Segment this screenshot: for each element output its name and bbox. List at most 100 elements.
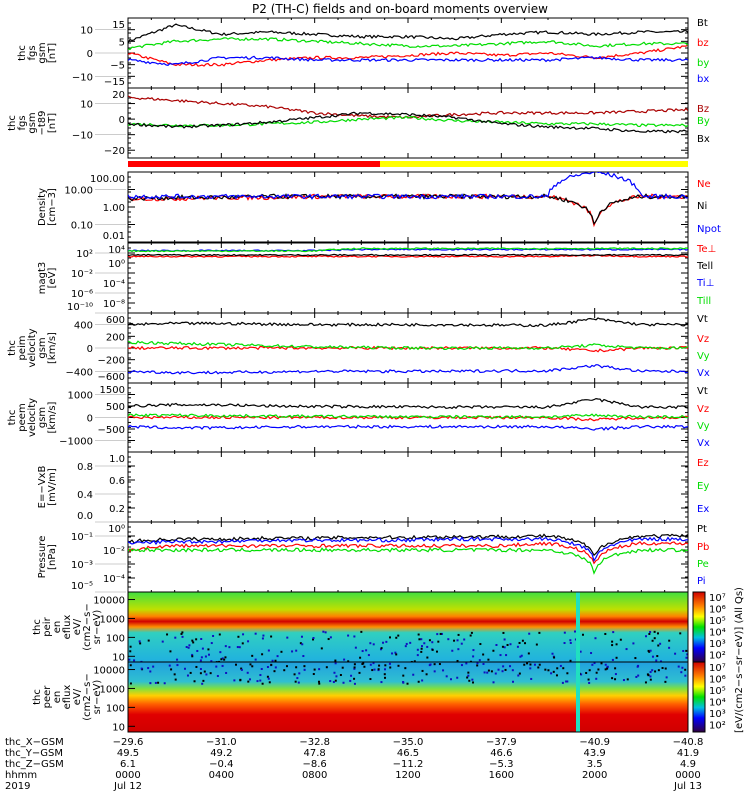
- spectrogram-noise: [482, 662, 485, 665]
- spectrogram-noise: [249, 663, 252, 666]
- legend-pressure-Pt: Pt: [697, 524, 707, 535]
- spectrogram-noise: [611, 677, 614, 680]
- spectrogram-noise: [360, 630, 363, 633]
- spectrogram-noise: [440, 632, 443, 635]
- spectrogram-noise: [428, 639, 431, 642]
- spectrogram-noise: [544, 668, 547, 671]
- colorbar-label: 10⁶: [709, 675, 726, 686]
- spectrogram-noise: [579, 650, 582, 653]
- spectrogram-noise: [379, 648, 382, 651]
- spectrogram-noise: [614, 678, 617, 681]
- spectrogram-noise: [492, 681, 495, 684]
- spectrogram-noise: [651, 669, 654, 672]
- spectrogram-noise: [594, 637, 597, 640]
- legend-efield-Ey: Ey: [697, 481, 709, 492]
- spectrogram-noise: [176, 658, 179, 661]
- spectrogram-noise: [653, 637, 656, 640]
- x-tick-label: −31.0: [206, 737, 237, 748]
- spectrogram-noise: [436, 633, 439, 636]
- spectrogram-noise: [212, 634, 215, 637]
- y-tick-label: 10000: [93, 666, 125, 677]
- spectrogram-noise: [369, 678, 372, 681]
- spectrogram-noise: [418, 638, 421, 641]
- peim_velocity-ylabel-line: gsm: [37, 337, 48, 358]
- spectrogram-noise: [353, 667, 356, 670]
- legend-fgs_gsm-bz: bz: [697, 38, 709, 49]
- x-tick-label: −32.8: [299, 737, 330, 748]
- density-ylabel-line: Density: [37, 188, 48, 226]
- spectrogram-noise: [423, 642, 426, 645]
- spectrogram-noise: [562, 667, 565, 670]
- y-tick-label: −5: [110, 61, 125, 72]
- magt3-frame: [127, 242, 689, 314]
- spectrogram-noise: [349, 679, 352, 682]
- spectrogram-noise: [523, 663, 526, 666]
- x-tick-label: −5.3: [489, 759, 513, 770]
- spectrogram-noise: [347, 634, 350, 637]
- spectrogram-noise: [247, 680, 250, 683]
- spectrogram-noise: [679, 632, 682, 635]
- spectrogram-noise: [447, 638, 450, 641]
- spectrogram-noise: [157, 681, 160, 684]
- spectrogram-noise: [359, 656, 362, 659]
- peem_velocity-ylabel-line: thc: [7, 410, 18, 426]
- spectrogram-noise: [233, 679, 236, 682]
- peir-ylabel-line: peir: [42, 616, 53, 636]
- x-tick-label: 49.2: [210, 748, 232, 759]
- spectrogram-noise: [573, 630, 576, 633]
- fgs_gsm_t89-ylabel-line: [nT]: [47, 113, 58, 133]
- spectrogram-noise: [504, 668, 507, 671]
- spectrogram-noise: [312, 638, 315, 641]
- y-tick-label: 10⁻²: [71, 269, 93, 280]
- y-tick-label: 10: [80, 26, 93, 37]
- spectrogram-noise: [645, 635, 648, 638]
- spectrogram-noise: [559, 664, 562, 667]
- spectrogram-noise: [565, 680, 568, 683]
- spectrogram-noise: [261, 637, 264, 640]
- spectrogram-event: [576, 592, 580, 662]
- y-tick-label: 10⁻¹: [71, 532, 93, 543]
- spectrogram-noise: [161, 640, 164, 643]
- magt3-ylabel-line: [eV]: [47, 268, 58, 289]
- spectrogram-noise: [128, 658, 131, 661]
- y-tick-label: 10⁰: [108, 259, 125, 270]
- spectrogram-noise: [482, 653, 485, 656]
- spectrogram-noise: [456, 639, 459, 642]
- spectrogram-noise: [220, 658, 223, 661]
- y-tick-label: −15: [104, 77, 125, 88]
- y-tick-label: 10⁻³: [71, 560, 93, 571]
- spectrogram-noise: [246, 671, 249, 674]
- series-pressure-Pi: [128, 536, 688, 563]
- pressure-ylabel-line: Pressure: [37, 536, 48, 579]
- spectrogram-noise: [649, 649, 652, 652]
- spectrogram-noise: [516, 645, 519, 648]
- x-tick-label: 41.9: [677, 748, 699, 759]
- spectrogram-noise: [479, 643, 482, 646]
- fgs_gsm-ylabel-line: [nT]: [47, 43, 58, 63]
- spectrogram-noise: [574, 638, 577, 641]
- spectrogram-noise: [154, 681, 157, 684]
- spectrogram-noise: [668, 646, 671, 649]
- spectrogram-noise: [580, 673, 583, 676]
- spectrogram-noise: [207, 648, 210, 651]
- fgs_gsm_t89-ylabel-line: gsm: [27, 112, 38, 133]
- legend-efield-Ez: Ez: [697, 458, 709, 469]
- legend-density-Npot: Npot: [697, 224, 721, 235]
- spectrogram-noise: [210, 660, 213, 663]
- y-tick-label: 10⁻²: [103, 546, 125, 557]
- y-tick-label: 5: [119, 37, 125, 48]
- spectrogram-noise: [261, 682, 264, 685]
- legend-density-Ni: Ni: [697, 201, 707, 212]
- colorbar-label: 10³: [709, 709, 726, 720]
- x-tick-label: −37.9: [486, 737, 517, 748]
- y-tick-label: −400: [66, 367, 93, 378]
- spectrogram-noise: [428, 664, 431, 667]
- legend-magt3-Ti⊥: Ti⊥: [696, 278, 714, 289]
- colorbar: [692, 591, 706, 663]
- y-tick-label: 10⁻⁶: [71, 289, 93, 300]
- y-tick-label: −10: [72, 131, 93, 142]
- series-fgs_gsm_t89-Bx: [128, 111, 688, 134]
- spectrogram-noise: [460, 642, 463, 645]
- spectrogram-noise: [657, 669, 660, 672]
- spectrogram-noise: [521, 639, 524, 642]
